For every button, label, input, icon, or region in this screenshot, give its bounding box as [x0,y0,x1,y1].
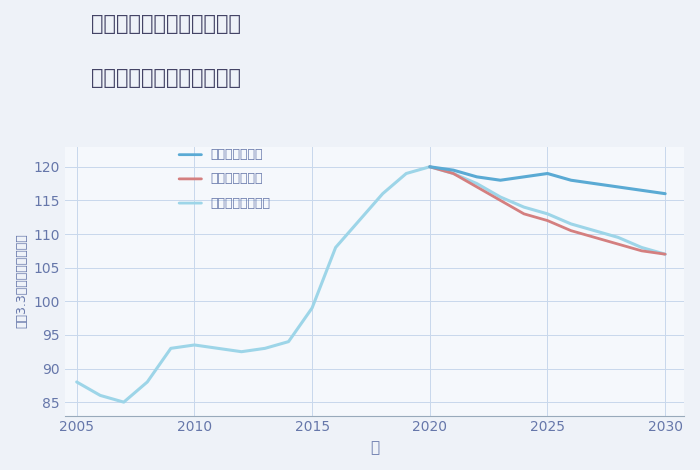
Y-axis label: 坪（3.3㎡）単価（万円）: 坪（3.3㎡）単価（万円） [15,234,28,329]
Text: バッドシナリオ: バッドシナリオ [211,172,263,185]
Text: グッドシナリオ: グッドシナリオ [211,148,263,161]
Text: 中古マンションの価格推移: 中古マンションの価格推移 [91,68,241,88]
Text: ノーマルシナリオ: ノーマルシナリオ [211,196,270,210]
Text: 兵庫県姫路市北平野台町の: 兵庫県姫路市北平野台町の [91,14,241,34]
X-axis label: 年: 年 [370,440,379,455]
